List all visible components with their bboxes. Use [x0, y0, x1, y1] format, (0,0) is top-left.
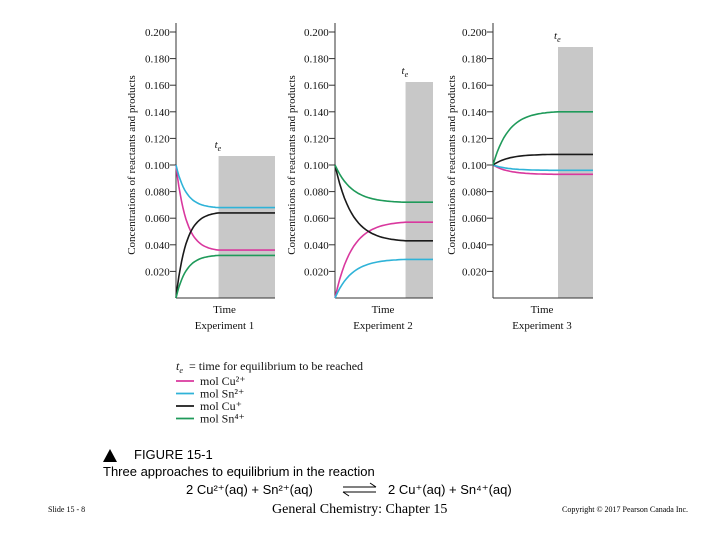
equation-left: 2 Cu²⁺(aq) + Sn²⁺(aq) — [186, 482, 313, 497]
x-axis-label: Time — [372, 304, 395, 316]
y-tick-label: 0.040 — [462, 240, 487, 252]
y-tick-label: 0.120 — [145, 133, 170, 145]
y-tick-label: 0.200 — [304, 27, 329, 39]
series-line — [175, 164, 275, 209]
series-line — [175, 212, 275, 299]
figure-triangle-icon — [103, 449, 117, 462]
series-line — [334, 164, 433, 242]
legend-label: mol Sn²⁺ — [200, 387, 244, 401]
y-tick-label: 0.020 — [462, 266, 487, 278]
y-tick-label: 0.100 — [145, 160, 170, 172]
y-tick-label: 0.140 — [145, 107, 170, 119]
equilibrium-arrow-icon — [342, 482, 377, 497]
y-tick-label: 0.180 — [304, 54, 329, 66]
copyright-notice: Copyright © 2017 Pearson Canada Inc. — [562, 505, 689, 514]
y-tick-label: 0.100 — [304, 160, 329, 172]
x-axis-label: Time — [213, 304, 236, 316]
y-tick-label: 0.160 — [304, 80, 329, 92]
series-line — [334, 221, 433, 299]
series-line — [492, 164, 593, 172]
te-label: te — [215, 139, 222, 153]
figure-label: FIGURE 15-1 — [134, 447, 213, 462]
y-tick-label: 0.120 — [462, 133, 487, 145]
y-tick-label: 0.060 — [304, 213, 329, 225]
series-line — [334, 258, 433, 299]
y-tick-label: 0.160 — [145, 80, 170, 92]
series-line — [175, 254, 275, 299]
te-label: te — [554, 30, 561, 44]
equation-right: 2 Cu⁺(aq) + Sn⁴⁺(aq) — [388, 482, 512, 497]
equilibrium-region — [405, 82, 433, 298]
y-tick-label: 0.080 — [145, 187, 170, 199]
y-tick-label: 0.040 — [145, 240, 170, 252]
legend-label: mol Cu⁺ — [200, 399, 242, 413]
y-tick-label: 0.020 — [304, 266, 329, 278]
experiment-title: Experiment 3 — [512, 320, 572, 332]
te-note-symbol: te — [176, 359, 183, 375]
y-tick-label: 0.200 — [462, 27, 487, 39]
y-axis-label: Concentrations of reactants and products — [286, 75, 298, 255]
te-label: te — [402, 65, 409, 79]
y-axis-label: Concentrations of reactants and products — [446, 75, 458, 255]
x-axis-label: Time — [531, 304, 554, 316]
legend-label: mol Sn⁴⁺ — [200, 412, 245, 426]
equilibrium-region — [218, 156, 275, 298]
y-tick-label: 0.060 — [145, 213, 170, 225]
y-tick-label: 0.060 — [462, 213, 487, 225]
legend-label: mol Cu²⁺ — [200, 374, 246, 388]
equilibrium-region — [558, 47, 593, 298]
figure-caption: Three approaches to equilibrium in the r… — [103, 464, 375, 479]
series-line — [175, 164, 275, 251]
y-tick-label: 0.040 — [304, 240, 329, 252]
y-tick-label: 0.080 — [462, 187, 487, 199]
y-tick-label: 0.140 — [462, 107, 487, 119]
course-title: General Chemistry: Chapter 15 — [272, 502, 448, 517]
y-tick-label: 0.180 — [462, 54, 487, 66]
y-tick-label: 0.100 — [462, 160, 487, 172]
series-line — [492, 153, 593, 166]
y-tick-label: 0.160 — [462, 80, 487, 92]
y-axis-label: Concentrations of reactants and products — [126, 75, 138, 255]
y-tick-label: 0.140 — [304, 107, 329, 119]
series-line — [492, 111, 593, 166]
slide-number: Slide 15 - 8 — [48, 505, 86, 514]
y-tick-label: 0.120 — [304, 133, 329, 145]
series-line — [334, 164, 433, 203]
y-tick-label: 0.020 — [145, 266, 170, 278]
series-line — [492, 164, 593, 176]
y-tick-label: 0.200 — [145, 27, 170, 39]
y-tick-label: 0.180 — [145, 54, 170, 66]
experiment-title: Experiment 1 — [195, 320, 255, 332]
te-note-text: = time for equilibrium to be reached — [189, 359, 363, 373]
y-tick-label: 0.080 — [304, 187, 329, 199]
experiment-title: Experiment 2 — [353, 320, 413, 332]
